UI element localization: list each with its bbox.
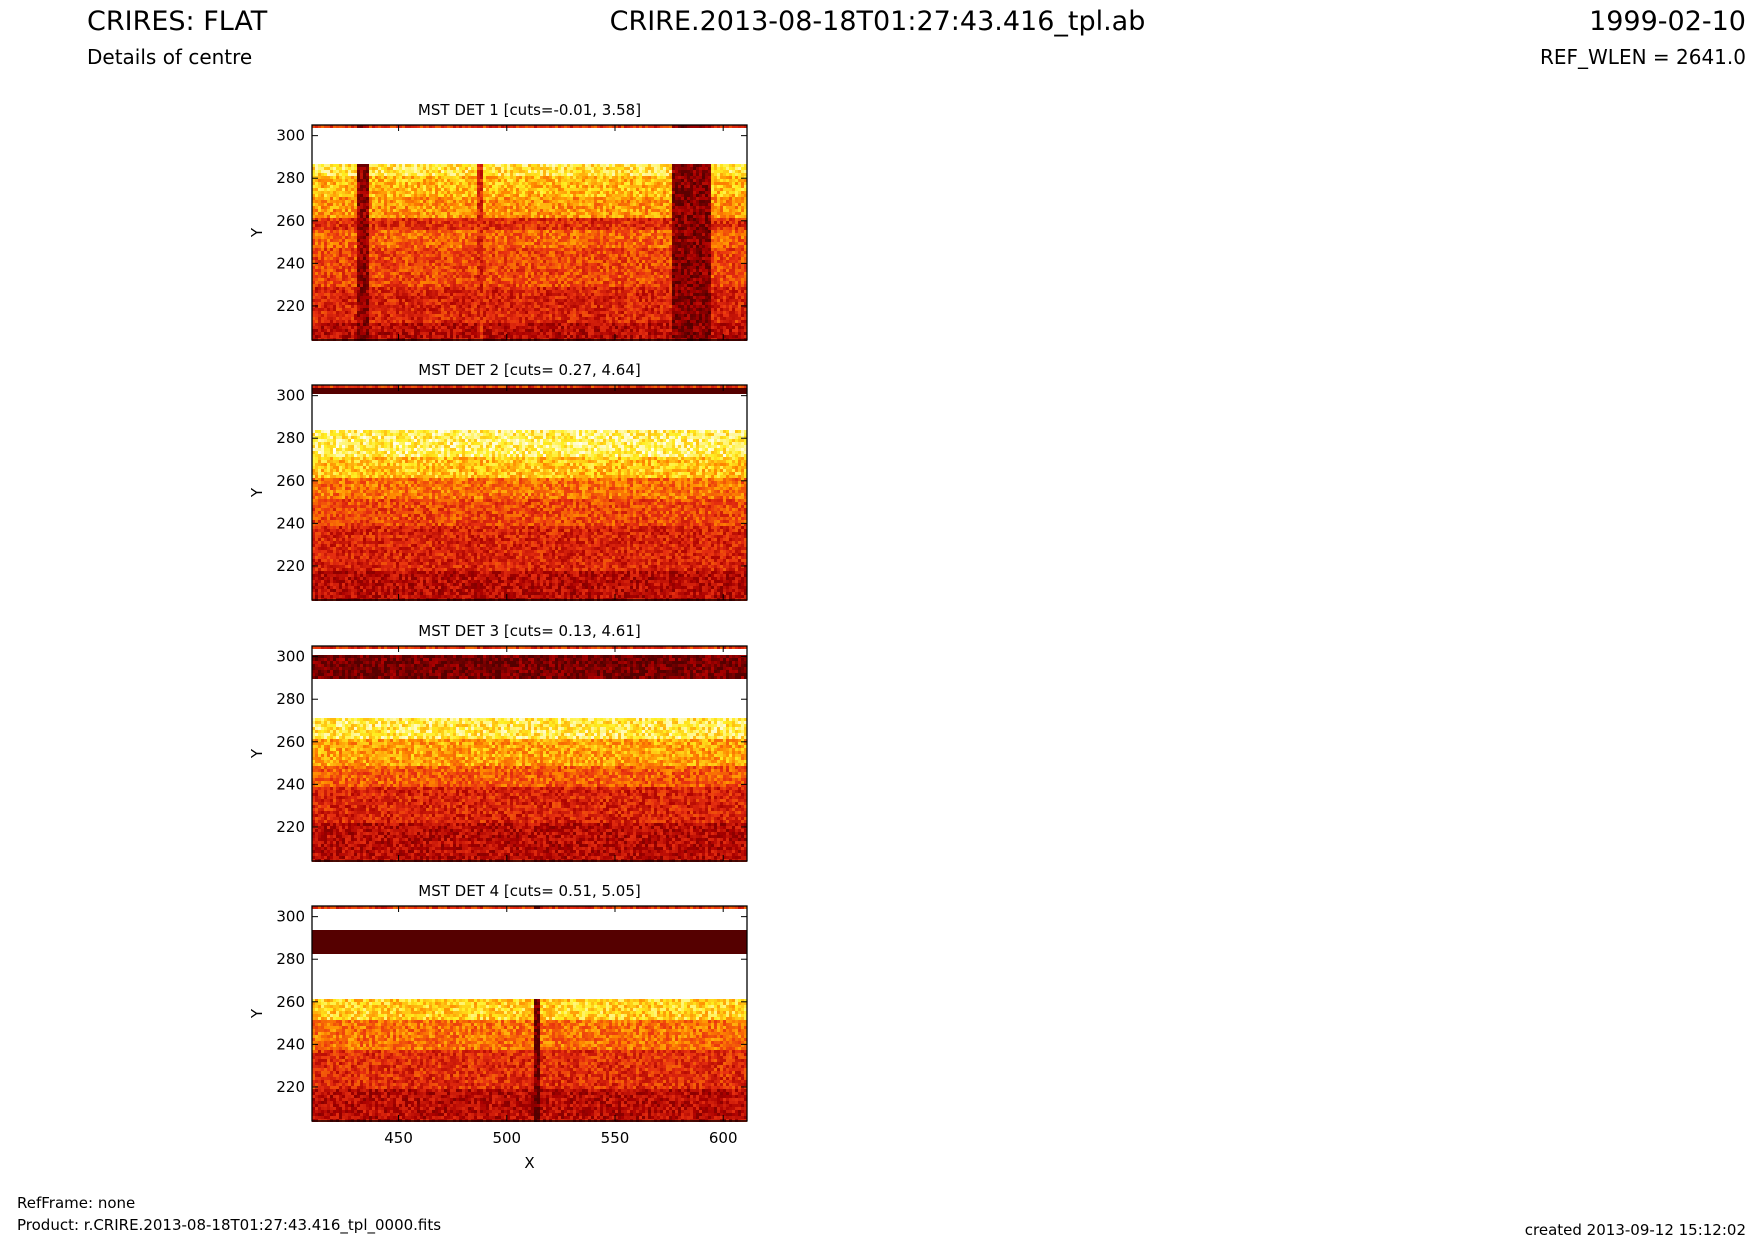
y-tick-label: 280 xyxy=(276,429,305,447)
y-tick-label: 260 xyxy=(276,212,305,230)
y-axis-label: Y xyxy=(248,748,266,759)
plot-frame xyxy=(311,905,748,1122)
panel-title: MST DET 1 [cuts=-0.01, 3.58] xyxy=(418,101,641,119)
y-tick-label: 280 xyxy=(276,950,305,968)
panel-title: MST DET 3 [cuts= 0.13, 4.61] xyxy=(418,622,641,640)
heatmap-image xyxy=(312,646,747,862)
ref-wlen-label: REF_WLEN = 2641.0 xyxy=(1540,45,1746,69)
y-tick-label: 240 xyxy=(276,775,305,793)
y-tick-label: 260 xyxy=(276,733,305,751)
refframe-label: RefFrame: none xyxy=(17,1194,135,1212)
y-tick-label: 240 xyxy=(276,514,305,532)
y-tick-label: 240 xyxy=(276,254,305,272)
x-tick-label: 550 xyxy=(601,1129,630,1147)
y-tick-label: 300 xyxy=(276,648,305,666)
y-tick-label: 220 xyxy=(276,557,305,575)
heatmap-panel-1: MST DET 1 [cuts=-0.01, 3.58] 220 240 260 280… xyxy=(248,101,748,341)
y-tick-label: 260 xyxy=(276,993,305,1011)
plot-frame xyxy=(311,645,748,862)
panel-title: MST DET 4 [cuts= 0.51, 5.05] xyxy=(418,882,641,900)
figure-title: CRIRES: FLAT xyxy=(87,6,267,37)
heatmap-panel-4: MST DET 4 [cuts= 0.51, 5.05] 220 240 260 280… xyxy=(248,882,748,1172)
y-axis-label: Y xyxy=(248,487,266,498)
plot-frame xyxy=(311,384,748,601)
panel-title: MST DET 2 [cuts= 0.27, 4.64] xyxy=(418,361,641,379)
y-tick-label: 280 xyxy=(276,169,305,187)
x-tick-label: 600 xyxy=(709,1129,738,1147)
heatmap-panel-3: MST DET 3 [cuts= 0.13, 4.61] 220 240 260 280… xyxy=(248,622,748,862)
file-name-title: CRIRE.2013-08-18T01:27:43.416_tpl.ab xyxy=(0,6,1755,37)
y-tick-label: 300 xyxy=(276,908,305,926)
heatmap-image xyxy=(312,906,747,1122)
heatmap-image xyxy=(312,125,747,341)
created-label: created 2013-09-12 15:12:02 xyxy=(1525,1221,1746,1239)
figure-subtitle: Details of centre xyxy=(87,45,252,69)
y-tick-label: 220 xyxy=(276,297,305,315)
date-label: 1999-02-10 xyxy=(1589,6,1746,37)
x-tick-label: 450 xyxy=(384,1129,413,1147)
y-tick-label: 300 xyxy=(276,127,305,145)
heatmap-image xyxy=(312,385,747,601)
y-tick-label: 220 xyxy=(276,1078,305,1096)
y-tick-label: 280 xyxy=(276,690,305,708)
x-tick-label: 500 xyxy=(492,1129,521,1147)
y-axis-label: Y xyxy=(248,227,266,238)
product-label: Product: r.CRIRE.2013-08-18T01:27:43.416… xyxy=(17,1216,441,1234)
y-tick-label: 260 xyxy=(276,472,305,490)
y-tick-label: 300 xyxy=(276,387,305,405)
x-axis-label: X xyxy=(524,1154,534,1172)
heatmap-panel-2: MST DET 2 [cuts= 0.27, 4.64] 220 240 260 280… xyxy=(248,361,748,601)
y-tick-label: 220 xyxy=(276,818,305,836)
y-tick-label: 240 xyxy=(276,1035,305,1053)
y-axis-label: Y xyxy=(248,1008,266,1019)
plot-frame xyxy=(311,124,748,341)
